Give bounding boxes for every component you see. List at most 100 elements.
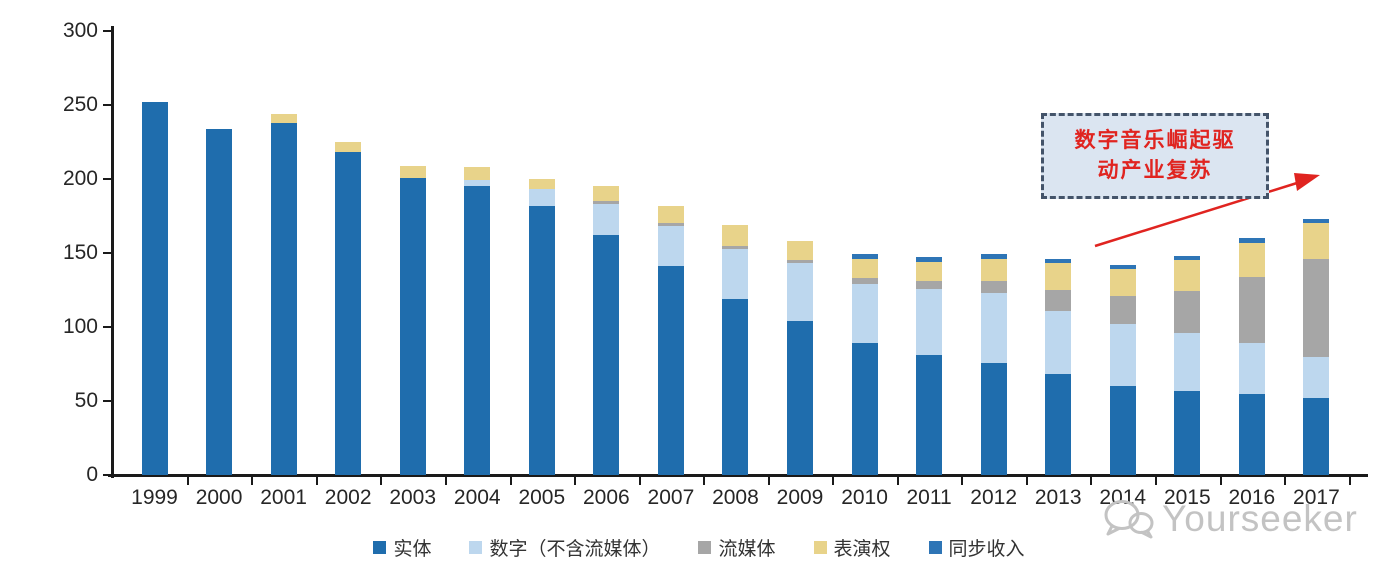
legend-label-physical: 实体 — [393, 539, 432, 560]
x-axis-tick — [1025, 477, 1028, 485]
bar-segment-performance-2014 — [1109, 269, 1136, 296]
wechat-icon — [1104, 500, 1154, 539]
bar-segment-sync-2016 — [1238, 238, 1265, 243]
x-axis-tick — [1090, 477, 1093, 485]
x-axis-tick — [767, 477, 770, 485]
legend-swatch-sync — [928, 541, 942, 554]
x-axis-label-2001: 2001 — [260, 486, 307, 509]
legend-label-performance: 表演权 — [833, 539, 891, 560]
bar-segment-performance-2008 — [722, 224, 749, 246]
bar-segment-digital-2012 — [980, 292, 1007, 363]
bar-segment-performance-2001 — [270, 113, 297, 123]
x-axis-tick — [1155, 477, 1158, 485]
bar-segment-sync-2013 — [1045, 258, 1072, 264]
y-axis-tick — [103, 326, 112, 328]
x-axis-label-1999: 1999 — [131, 486, 178, 509]
x-axis-tick — [1348, 477, 1351, 485]
y-axis-tick — [103, 104, 112, 106]
bar-segment-digital-2007 — [657, 226, 684, 267]
bar-segment-digital-2004 — [464, 180, 491, 187]
bar-segment-streaming-2010 — [851, 278, 878, 285]
y-axis-tick — [103, 30, 112, 32]
bar-segment-streaming-2013 — [1045, 290, 1072, 311]
legend-swatch-digital — [469, 541, 483, 554]
bar-segment-physical-2015 — [1174, 390, 1201, 475]
bar-segment-physical-2002 — [335, 152, 362, 475]
bar-segment-sync-2011 — [916, 257, 943, 262]
bar-segment-performance-2002 — [335, 142, 362, 153]
bar-segment-digital-2016 — [1238, 343, 1265, 394]
y-axis-line — [111, 26, 114, 478]
legend-item-streaming: 流媒体 — [698, 534, 776, 561]
x-axis-label-2004: 2004 — [453, 486, 501, 509]
y-axis-tick — [103, 400, 112, 402]
bar-segment-physical-2004 — [464, 186, 491, 475]
y-axis-tick-label: 250 — [62, 93, 98, 116]
bar-segment-physical-2003 — [399, 177, 426, 475]
legend-swatch-performance — [813, 541, 827, 554]
x-axis-tick — [638, 477, 641, 485]
x-axis-label-2003: 2003 — [389, 486, 437, 509]
bar-segment-physical-2012 — [980, 362, 1007, 475]
y-axis-tick-label: 0 — [86, 463, 98, 486]
legend-label-streaming: 流媒体 — [718, 539, 776, 560]
annotation-callout: 数字音乐崛起驱 动产业复苏 — [1041, 113, 1269, 199]
x-axis-tick — [509, 477, 512, 485]
legend-item-physical: 实体 — [373, 534, 431, 561]
x-axis-label-2016: 2016 — [1228, 486, 1276, 509]
bar-segment-performance-2004 — [464, 167, 491, 181]
x-axis-tick — [961, 477, 964, 485]
y-axis-tick — [103, 252, 112, 254]
x-axis-label-2000: 2000 — [195, 486, 243, 509]
bar-segment-physical-2006 — [593, 235, 620, 475]
bar-segment-streaming-2016 — [1238, 276, 1265, 344]
bar-segment-sync-2014 — [1109, 264, 1136, 270]
bar-segment-performance-2003 — [399, 165, 426, 178]
bar-segment-physical-2011 — [916, 355, 943, 475]
x-axis-label-2017: 2017 — [1293, 486, 1340, 509]
legend-item-digital: 数字（不含流媒体） — [469, 534, 660, 561]
bar-segment-performance-2006 — [593, 186, 620, 202]
bar-segment-performance-2005 — [528, 179, 555, 190]
x-axis-tick — [315, 477, 318, 485]
bar-segment-physical-2016 — [1238, 393, 1265, 475]
x-axis-tick — [896, 477, 899, 485]
x-axis-label-2002: 2002 — [324, 486, 372, 509]
y-axis-tick-label: 50 — [74, 389, 98, 412]
x-axis-label-2015: 2015 — [1163, 486, 1211, 509]
legend-label-digital: 数字（不含流媒体） — [489, 539, 661, 560]
watermark-text: Yourseeker — [1162, 498, 1358, 539]
x-axis-tick — [1219, 477, 1222, 485]
bar-segment-streaming-2017 — [1303, 258, 1330, 357]
y-axis-tick-label: 100 — [62, 315, 98, 338]
bar-segment-streaming-2015 — [1174, 291, 1201, 333]
bar-segment-digital-2008 — [722, 248, 749, 299]
bar-segment-performance-2013 — [1045, 263, 1072, 290]
bar-segment-physical-2001 — [270, 122, 297, 475]
bar-segment-streaming-2014 — [1109, 295, 1136, 325]
bar-segment-digital-2009 — [787, 263, 813, 322]
x-axis-tick — [186, 477, 189, 485]
y-axis-tick — [103, 474, 112, 476]
bar-segment-physical-2013 — [1045, 374, 1072, 475]
x-axis-label-2012: 2012 — [970, 486, 1017, 509]
x-axis-label-2007: 2007 — [647, 486, 695, 509]
bar-segment-performance-2011 — [916, 261, 943, 282]
bar-segment-sync-2017 — [1303, 218, 1330, 224]
x-axis-tick — [832, 477, 835, 485]
bar-segment-digital-2006 — [593, 204, 620, 236]
x-axis-label-2009: 2009 — [776, 486, 824, 509]
bar-segment-streaming-2007 — [657, 223, 684, 227]
annotation-text-line2: 动产业复苏 — [1097, 159, 1213, 182]
bar-segment-physical-2005 — [528, 205, 555, 475]
bar-segment-performance-2016 — [1238, 242, 1265, 277]
x-axis-label-2008: 2008 — [712, 486, 759, 509]
x-axis-tick — [444, 477, 447, 485]
legend-swatch-streaming — [698, 541, 712, 554]
bar-segment-streaming-2009 — [787, 260, 813, 264]
chart-legend: 实体 数字（不含流媒体） 流媒体 表演权 同步收入 — [0, 534, 1398, 561]
bar-segment-physical-2010 — [851, 343, 878, 475]
bar-segment-physical-2009 — [787, 321, 813, 475]
x-axis-tick — [703, 477, 706, 485]
y-axis-tick-label: 150 — [62, 241, 98, 264]
